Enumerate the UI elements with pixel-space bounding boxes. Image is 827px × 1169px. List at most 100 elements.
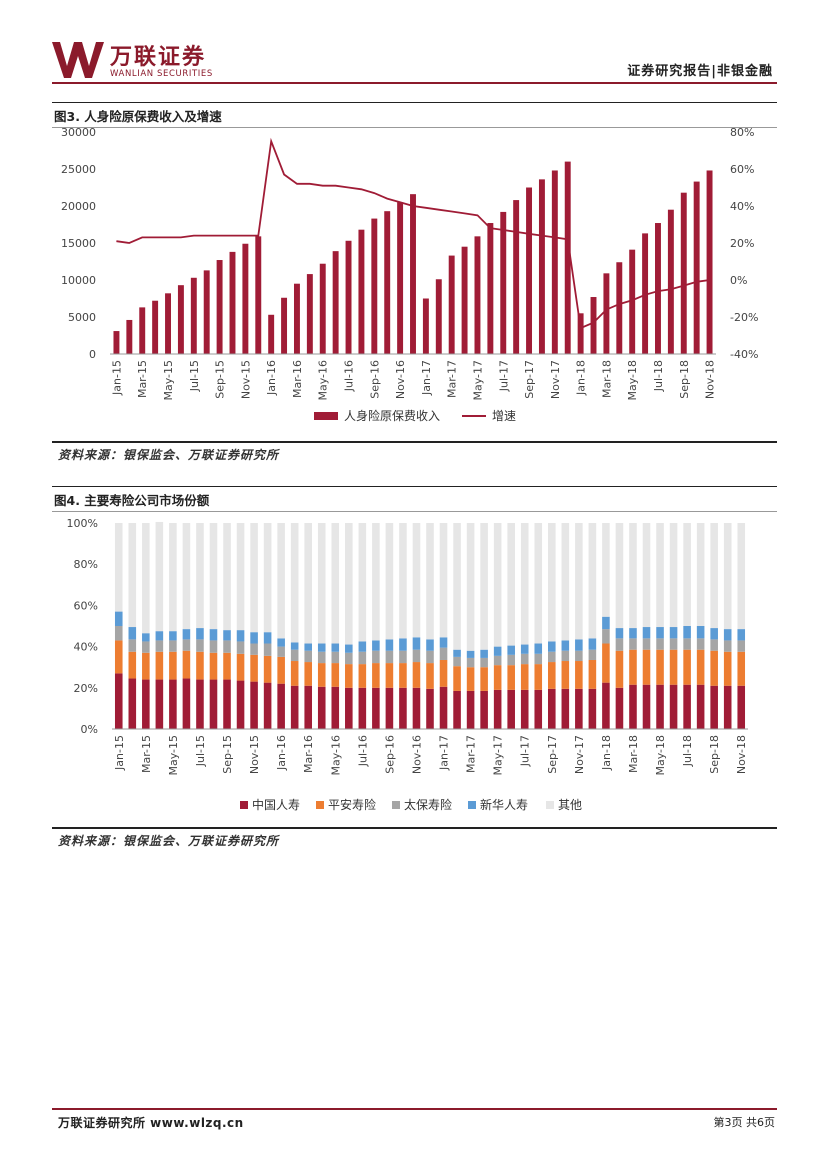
stack-segment: [358, 641, 367, 652]
stack-segment: [561, 661, 570, 689]
logo-subtext: WANLIAN SECURITIES: [110, 69, 213, 79]
stack-segment: [710, 650, 718, 686]
stack-segment: [304, 662, 313, 686]
legend-swatch: [546, 801, 554, 809]
stack-segment: [669, 627, 678, 639]
stack-segment: [155, 521, 164, 632]
stack-segment: [547, 651, 556, 663]
y-tick-left: 30000: [61, 126, 96, 139]
stack-segment: [345, 652, 353, 665]
x-tick-label: Jul-16: [356, 735, 369, 767]
stack-segment: [723, 640, 732, 652]
x-tick-label: Jan-18: [575, 360, 588, 396]
stack-segment: [493, 646, 502, 656]
legend-swatch: [392, 801, 400, 809]
stack-segment: [453, 690, 461, 729]
bar: [680, 192, 687, 354]
stack-segment: [128, 523, 137, 628]
bar: [177, 285, 184, 354]
stack-segment: [223, 652, 231, 680]
stack-segment: [277, 683, 285, 729]
stack-segment: [277, 523, 285, 639]
stack-segment: [142, 523, 150, 634]
stack-segment: [196, 679, 204, 729]
stack-segment: [182, 639, 191, 651]
stack-segment: [155, 631, 164, 641]
stack-segment: [169, 651, 177, 680]
x-tick-label: Mar-16: [302, 735, 315, 773]
stack-segment: [250, 654, 258, 682]
stack-segment: [412, 637, 421, 650]
bar: [435, 279, 442, 354]
stack-segment: [575, 661, 583, 689]
bar: [474, 236, 481, 354]
stack-segment: [642, 649, 651, 685]
stack-segment: [520, 653, 529, 665]
bar: [526, 187, 533, 354]
stack-segment: [696, 523, 705, 626]
stack-segment: [182, 650, 191, 679]
stack-segment: [372, 663, 380, 688]
bar: [487, 223, 494, 354]
stack-segment: [155, 640, 164, 652]
stack-segment: [128, 639, 137, 652]
stack-segment: [426, 663, 434, 689]
stack-segment: [196, 639, 204, 652]
stack-segment: [182, 523, 191, 630]
x-tick-label: Mar-18: [627, 735, 640, 773]
stack-segment: [128, 651, 137, 679]
stack-segment: [737, 685, 746, 729]
stack-segment: [114, 673, 123, 729]
y-tick-right: 40%: [730, 200, 754, 213]
figure3-title: 图3. 人身险原保费收入及增速: [52, 102, 777, 128]
stack-segment: [372, 650, 380, 664]
stack-segment: [493, 689, 502, 729]
bar: [461, 246, 468, 354]
bar: [629, 249, 636, 354]
y-tick-left: 0: [89, 348, 96, 361]
stack-segment: [372, 523, 380, 641]
stack-segment: [317, 643, 326, 652]
stack-segment: [114, 523, 123, 612]
stack-segment: [358, 687, 367, 729]
stack-segment: [372, 687, 380, 729]
x-tick-label: May-15: [162, 360, 175, 401]
stack-segment: [304, 643, 313, 651]
bar: [345, 240, 352, 354]
bar: [513, 200, 520, 354]
bar: [397, 202, 404, 354]
stack-segment: [547, 523, 556, 642]
stack-segment: [345, 523, 353, 645]
stack-segment: [209, 679, 218, 729]
stack-segment: [250, 681, 258, 729]
x-tick-label: Sep-16: [383, 735, 396, 774]
stack-segment: [209, 652, 218, 680]
stack-segment: [466, 667, 475, 691]
stack-segment: [399, 687, 407, 729]
stack-segment: [615, 523, 624, 629]
stack-segment: [223, 630, 231, 641]
x-tick-label: Sep-16: [368, 360, 381, 399]
stack-segment: [426, 688, 434, 729]
bar: [603, 273, 610, 354]
stack-segment: [737, 651, 746, 686]
stack-segment: [669, 638, 678, 650]
page-header: 万联证券 WANLIAN SECURITIES 证券研究报告|非银金融: [52, 40, 777, 80]
y-tick-left: 15000: [61, 237, 96, 250]
stack-segment: [331, 643, 340, 652]
stack-segment: [385, 639, 394, 651]
x-tick-label: Sep-17: [546, 735, 559, 774]
stack-segment: [588, 649, 597, 660]
stack-segment: [656, 627, 664, 639]
x-tick-label: May-18: [626, 360, 639, 401]
x-tick-label: May-17: [492, 735, 505, 776]
stack-segment: [290, 642, 299, 650]
legend-label: 中国人寿: [252, 797, 300, 812]
stack-segment: [439, 659, 448, 687]
stack-segment: [196, 628, 204, 640]
stack-segment: [575, 639, 583, 651]
stack-segment: [345, 687, 353, 729]
stack-segment: [615, 687, 624, 729]
page-number: 第3页 共6页: [713, 1116, 776, 1129]
stack-segment: [534, 643, 543, 654]
